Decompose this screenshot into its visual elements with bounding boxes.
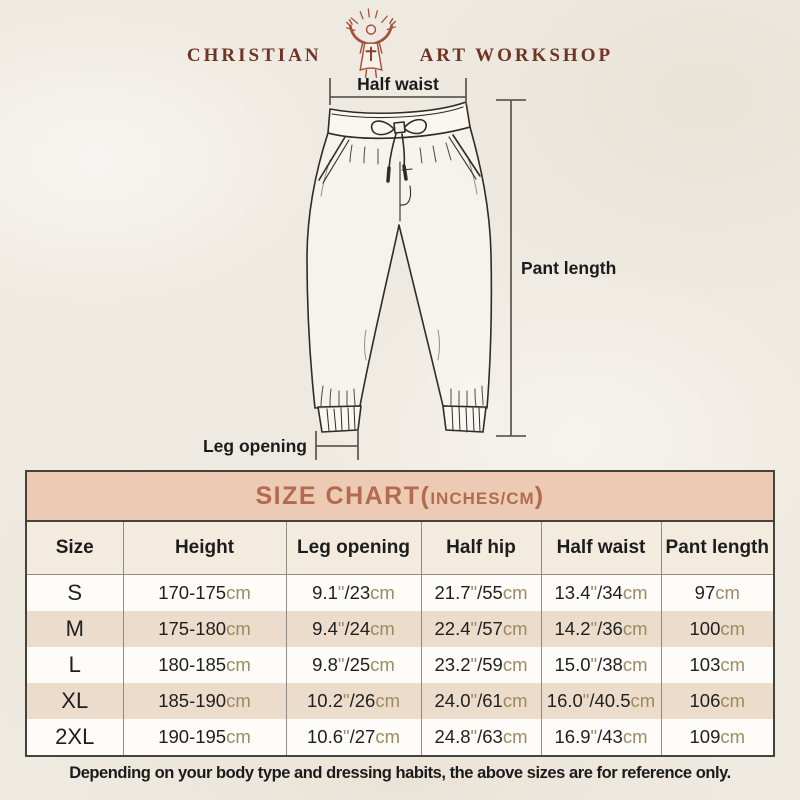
cell-half-hip: 24.0"/61cm [420, 683, 541, 719]
cell-height: 170-175cm [122, 574, 286, 611]
cell-half-waist: 16.0"/40.5cm [540, 683, 661, 719]
logo-text-right: ART WORKSHOP [419, 45, 614, 66]
cell-half-waist: 13.4"/34cm [540, 574, 661, 611]
table-header-row: Size Height Leg opening Half hip Half wa… [26, 521, 775, 575]
jesus-figure-icon [345, 8, 396, 79]
cell-half-waist: 15.0"/38cm [540, 647, 661, 683]
cell-leg-opening: 9.4"/24cm [285, 611, 421, 647]
leg-opening-label: Leg opening [203, 436, 307, 456]
size-row-m: M 175-180cm 9.4"/24cm 22.4"/57cm 14.2"/3… [26, 611, 775, 647]
cell-leg-opening: 10.2"/26cm [285, 683, 421, 719]
cell-half-hip: 24.8"/63cm [420, 719, 541, 756]
pant-length-dimension-line [496, 99, 526, 437]
column-header-half-hip: Half hip [420, 521, 541, 575]
cell-leg-opening: 9.8"/25cm [285, 647, 421, 683]
cell-pant-length: 100cm [660, 611, 775, 647]
size-chart-title: SIZE CHART(INCHES/CM) [26, 471, 775, 522]
logo-text-left: CHRISTIAN [186, 45, 322, 66]
cell-height: 175-180cm [122, 611, 286, 647]
title-main: SIZE CHART( [255, 481, 431, 510]
cell-half-hip: 21.7"/55cm [420, 574, 541, 611]
title-close: ) [534, 481, 545, 510]
column-header-size: Size [26, 521, 123, 575]
cell-half-waist: 14.2"/36cm [540, 611, 661, 647]
half-waist-label: Half waist [357, 74, 439, 94]
cell-leg-opening: 9.1"/23cm [285, 574, 421, 611]
size-row-l: L 180-185cm 9.8"/25cm 23.2"/59cm 15.0"/3… [26, 647, 775, 683]
cell-leg-opening: 10.6"/27cm [285, 719, 421, 756]
cell-size: XL [61, 688, 89, 713]
table-title-row: SIZE CHART(INCHES/CM) [26, 471, 775, 522]
cell-height: 190-195cm [122, 719, 286, 756]
cell-pant-length: 103cm [660, 647, 775, 683]
cell-half-hip: 22.4"/57cm [420, 611, 541, 647]
size-row-xl: XL 185-190cm 10.2"/26cm 24.0"/61cm 16.0"… [26, 683, 775, 719]
column-header-half-waist: Half waist [540, 521, 661, 575]
column-header-height: Height [122, 521, 286, 575]
half-waist-dimension-line [329, 78, 467, 105]
reference-note: Depending on your body type and dressing… [69, 764, 731, 782]
cell-height: 180-185cm [122, 647, 286, 683]
pants-diagram: Half waist Pant length Leg opening [203, 74, 616, 460]
cell-size: 2XL [55, 724, 95, 749]
cell-half-waist: 16.9"/43cm [540, 719, 661, 756]
size-row-2xl: 2XL 190-195cm 10.6"/27cm 24.8"/63cm 16.9… [26, 719, 775, 756]
pant-length-label: Pant length [521, 258, 616, 278]
cell-height: 185-190cm [122, 683, 286, 719]
cell-pant-length: 109cm [660, 719, 775, 756]
cell-size: S [67, 580, 83, 605]
cell-size: L [68, 652, 81, 677]
cell-half-hip: 23.2"/59cm [420, 647, 541, 683]
size-row-s: S 170-175cm 9.1"/23cm 21.7"/55cm 13.4"/3… [26, 574, 775, 611]
size-chart-table: SIZE CHART(INCHES/CM) Size Height Leg op… [25, 470, 776, 757]
title-units: INCHES/CM [430, 488, 535, 508]
leg-opening-dimension-line [315, 431, 359, 460]
column-header-pant-length: Pant length [660, 521, 775, 575]
cell-pant-length: 106cm [660, 683, 775, 719]
brand-logo: CHRISTIAN [0, 8, 800, 80]
cell-pant-length: 97cm [660, 574, 775, 611]
rays-icon [345, 8, 396, 32]
column-header-leg-opening: Leg opening [285, 521, 421, 575]
cross-icon [365, 46, 377, 62]
cell-size: M [65, 616, 84, 641]
pants-drawing [306, 101, 493, 433]
